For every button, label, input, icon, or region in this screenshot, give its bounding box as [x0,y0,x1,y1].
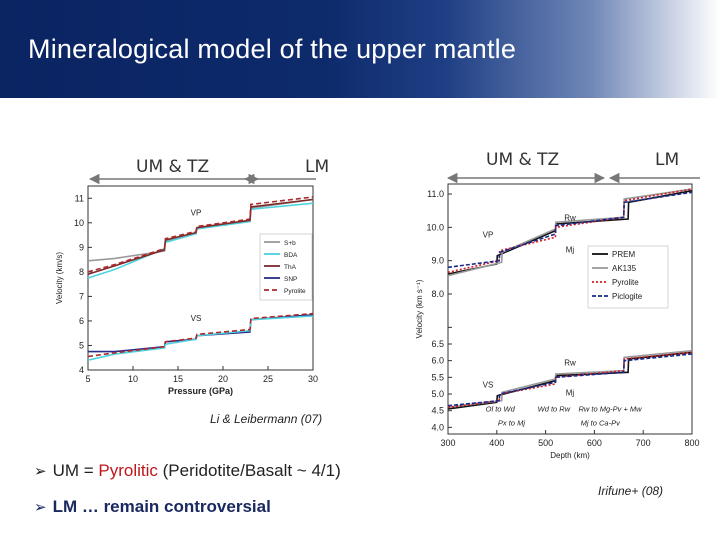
bullet-arrow-icon: ➢ [34,462,47,480]
left-um-tz-label: UM & TZ [136,157,210,177]
bullet-lower-mantle: ➢ LM … remain controversial [34,497,271,517]
y-tick-label: 5.5 [431,372,444,382]
x-tick-label: 600 [587,438,602,448]
right-chart-caption: Irifune+ (08) [598,484,664,498]
y-tick-label: 11.0 [427,189,444,199]
y-tick-label: 9 [79,242,84,252]
x-tick-label: 300 [440,438,455,448]
legend-entry: Piclogite [612,292,643,301]
y-tick-label: 4 [79,365,84,375]
chart-legend: S+b BDA ThA SNP Pyrolite [259,233,313,301]
series-line-6 [447,351,693,409]
legend-entry: S+b [284,240,296,247]
bullet-1-suffix: (Peridotite/Basalt ~ 4/1) [157,461,341,480]
phase-label: Ol to Wd [486,405,516,414]
x-tick-label: 400 [489,438,504,448]
x-tick-label: 500 [538,438,553,448]
left-lm-label: LM [305,157,330,177]
legend-entry: Pyrolite [284,288,306,295]
legend-box [259,233,313,301]
legend-entry: ThA [284,264,297,271]
bullet-arrow-icon: ➢ [34,498,47,516]
chart-annotation: VS [483,380,494,389]
chart-annotation: VP [483,230,494,239]
y-tick-label: 10.0 [426,222,444,232]
x-axis-label: Depth (km) [550,451,590,460]
right-um-tz-label: UM & TZ [486,150,560,170]
chart-annotation: Rw [564,359,576,368]
x-tick-label: 10 [128,374,138,384]
phase-label: Mj to Ca-Pv [581,419,621,428]
left-chart-caption: Li & Leibermann (07) [210,412,323,426]
x-tick-label: 25 [263,374,273,384]
y-axis-label: Velocity (km s⁻¹) [415,279,424,338]
y-tick-label: 7 [79,291,84,301]
phase-label: Px to Mj [498,419,525,428]
series-line-7 [447,353,693,407]
legend-entry: AK135 [612,264,637,273]
x-axis-label: Pressure (GPa) [168,386,233,396]
x-tick-label: 700 [636,438,651,448]
legend-entry: Pyrolite [612,278,639,287]
chart-annotation: Rw [564,214,576,223]
y-tick-label: 4.5 [431,406,444,416]
chart-annotation: VS [191,314,202,323]
series-line-piclogite [447,191,693,269]
slide-header: Mineralogical model of the upper mantle [0,0,720,98]
y-tick-label: 6.5 [431,339,444,349]
bullet-1-highlight: Pyrolitic [98,461,158,480]
y-tick-label: 4.0 [431,422,444,432]
x-tick-label: 800 [684,438,699,448]
legend-entry: SNP [284,276,297,283]
series-line-6 [87,312,314,358]
legend-entry: BDA [284,252,298,259]
x-tick-label: 5 [85,374,90,384]
plot-frame [447,183,693,435]
chart-legend: PREM AK135 Pyrolite Piclogite [587,245,669,309]
series-line-pyrolite [87,196,314,273]
slide-title: Mineralogical model of the upper mantle [28,34,517,64]
y-tick-label: 6 [79,316,84,326]
legend-entry: PREM [612,250,635,259]
right-velocity-chart: 300 400 500 600 700 800 4.0 4.5 5.0 5.5 6.0 6.5 8.0 9… [415,183,700,460]
y-tick-label: 10 [74,218,84,228]
x-tick-label: 15 [173,374,183,384]
x-tick-label: 30 [308,374,318,384]
x-tick-label: 20 [218,374,228,384]
y-tick-label: 5 [79,340,84,350]
chart-annotation: Mj [566,245,575,254]
y-tick-label: 5.0 [431,389,444,399]
right-lm-label: LM [655,150,680,170]
bullet-2-text: LM … remain controversial [52,497,271,516]
phase-label: Wd to Rw [538,405,571,414]
bullet-1-prefix: UM = [52,461,99,480]
y-tick-label: 8.0 [431,289,444,299]
chart-annotation: Mj [566,389,575,398]
chart-annotation: VP [191,208,202,217]
y-axis-label: Velocity (km/s) [55,252,64,304]
y-tick-label: 9.0 [431,256,444,266]
bullet-upper-mantle: ➢ UM = Pyrolitic (Peridotite/Basalt ~ 4/1… [34,461,341,481]
y-tick-label: 11 [75,193,84,203]
phase-label: Rw to Mg-Pv + Mw [578,405,642,414]
legend-box [587,245,669,309]
y-tick-label: 8 [79,267,84,277]
y-tick-label: 6.0 [431,356,444,366]
